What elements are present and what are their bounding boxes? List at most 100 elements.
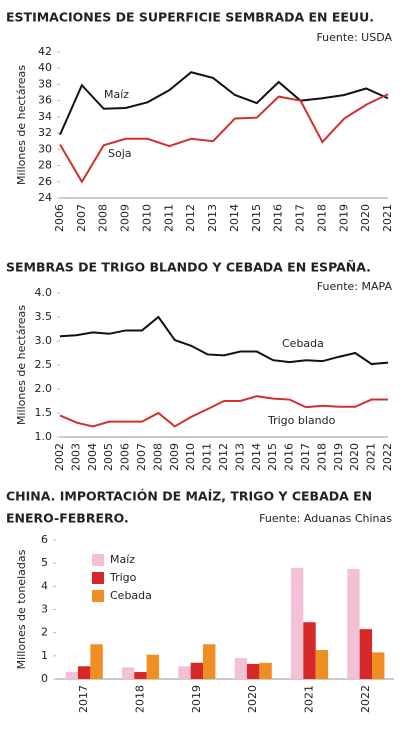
- x-tick-label: 2007: [135, 443, 148, 471]
- x-tick-label: 2018: [315, 443, 328, 471]
- x-tick-label: 2008: [151, 443, 164, 471]
- x-tick-label: 2022: [359, 685, 372, 713]
- x-tick-label: 2018: [134, 685, 147, 713]
- x-tick-label: 2013: [206, 204, 219, 232]
- y-tick-label: 3.5: [35, 310, 53, 323]
- legend-label: Trigo: [109, 571, 137, 584]
- legend-label: Cebada: [110, 589, 152, 602]
- x-tick-label: 2020: [348, 443, 361, 471]
- x-tick-label: 2017: [299, 443, 312, 471]
- y-tick-label: 3: [41, 603, 48, 616]
- y-tick-label: 4.0: [35, 286, 53, 299]
- bar: [315, 650, 329, 679]
- line: [59, 395, 388, 428]
- series-label: Cebada: [282, 337, 324, 350]
- y-tick-label: 32: [38, 126, 52, 139]
- legend-swatch: [92, 554, 104, 566]
- bar: [259, 662, 272, 679]
- y-tick-label: 30: [38, 142, 52, 155]
- line: [59, 71, 389, 136]
- bar: [121, 667, 135, 679]
- x-tick-label: 2015: [266, 443, 279, 471]
- x-tick-label: 2019: [337, 204, 350, 232]
- y-tick-label: 2.5: [35, 358, 53, 371]
- bar: [90, 644, 103, 679]
- y-tick-label: 5: [41, 556, 48, 569]
- chart-title: CHINA. IMPORTACIÓN DE MAÍZ, TRIGO Y CEBA…: [6, 489, 372, 504]
- x-tick-label: 2005: [102, 443, 115, 471]
- x-tick-label: 2012: [184, 204, 197, 232]
- x-tick-label: 2014: [250, 443, 263, 471]
- x-tick-label: 2016: [272, 204, 285, 232]
- y-tick-label: 0: [41, 672, 48, 685]
- y-tick-label: 3.0: [35, 334, 53, 347]
- x-tick-label: 2020: [246, 685, 259, 713]
- bar: [246, 663, 260, 679]
- source: Fuente: USDA: [316, 31, 392, 44]
- x-tick-label: 2019: [332, 443, 345, 471]
- bar: [359, 629, 373, 679]
- bar: [146, 654, 160, 679]
- bar: [178, 666, 191, 679]
- legend-swatch: [92, 590, 104, 602]
- y-axis-label: Millones de hectáreas: [15, 305, 28, 425]
- line: [59, 315, 389, 366]
- y-tick-label: 4: [41, 579, 48, 592]
- x-tick-label: 2021: [381, 204, 394, 232]
- x-tick-label: 2010: [184, 443, 197, 471]
- x-tick-label: 2013: [233, 443, 246, 471]
- y-tick-label: 1.0: [35, 430, 53, 443]
- x-tick-label: 2008: [97, 204, 110, 232]
- source: Fuente: MAPA: [317, 280, 393, 293]
- chart-title: ESTIMACIONES DE SUPERFICIE SEMBRADA EN E…: [6, 10, 374, 25]
- bar: [303, 622, 316, 679]
- x-tick-label: 2018: [315, 204, 328, 232]
- x-tick-label: 2010: [140, 204, 153, 232]
- bar: [234, 658, 247, 679]
- y-tick-label: 6: [41, 533, 48, 546]
- x-tick-label: 2004: [86, 443, 99, 471]
- x-tick-label: 2017: [77, 685, 90, 713]
- series-label: Maíz: [104, 88, 129, 101]
- y-tick-label: 2: [41, 626, 48, 639]
- chart-title: ENERO-FEBRERO.: [6, 511, 129, 526]
- x-tick-label: 2019: [190, 685, 203, 713]
- y-tick-label: 24: [38, 191, 52, 204]
- y-tick-label: 34: [38, 110, 52, 123]
- y-tick-label: 42: [38, 45, 52, 58]
- x-tick-label: 2003: [69, 443, 82, 471]
- line: [59, 93, 389, 184]
- x-tick-label: 2017: [294, 204, 307, 232]
- bar: [134, 672, 147, 679]
- chart-title: SEMBRAS DE TRIGO BLANDO Y CEBADA EN ESPA…: [6, 260, 371, 275]
- x-tick-label: 2007: [75, 204, 88, 232]
- x-tick-label: 2016: [283, 443, 296, 471]
- y-tick-label: 1: [41, 649, 48, 662]
- y-axis-label: Millones de toneladas: [15, 549, 28, 669]
- x-tick-label: 2014: [228, 204, 241, 232]
- x-tick-label: 2006: [53, 204, 66, 232]
- source: Fuente: Aduanas Chinas: [259, 512, 392, 525]
- x-tick-label: 2009: [119, 204, 132, 232]
- legend-label: Maíz: [110, 553, 135, 566]
- y-tick-label: 38: [38, 77, 52, 90]
- y-tick-label: 1.5: [35, 406, 53, 419]
- y-tick-label: 36: [38, 94, 52, 107]
- bar: [372, 652, 385, 679]
- x-tick-label: 2020: [359, 204, 372, 232]
- x-tick-label: 2021: [303, 685, 316, 713]
- x-tick-label: 2011: [162, 204, 175, 232]
- x-tick-label: 2009: [168, 443, 181, 471]
- x-tick-label: 2022: [381, 443, 394, 471]
- series-label: Trigo blando: [267, 414, 336, 427]
- y-tick-label: 28: [38, 159, 52, 172]
- bar: [65, 672, 78, 679]
- x-tick-label: 2021: [365, 443, 378, 471]
- y-tick-label: 40: [38, 61, 52, 74]
- series-label: Soja: [108, 147, 132, 160]
- x-tick-label: 2006: [119, 443, 132, 471]
- bar: [77, 666, 91, 679]
- x-tick-label: 2002: [53, 443, 66, 471]
- x-tick-label: 2011: [201, 443, 214, 471]
